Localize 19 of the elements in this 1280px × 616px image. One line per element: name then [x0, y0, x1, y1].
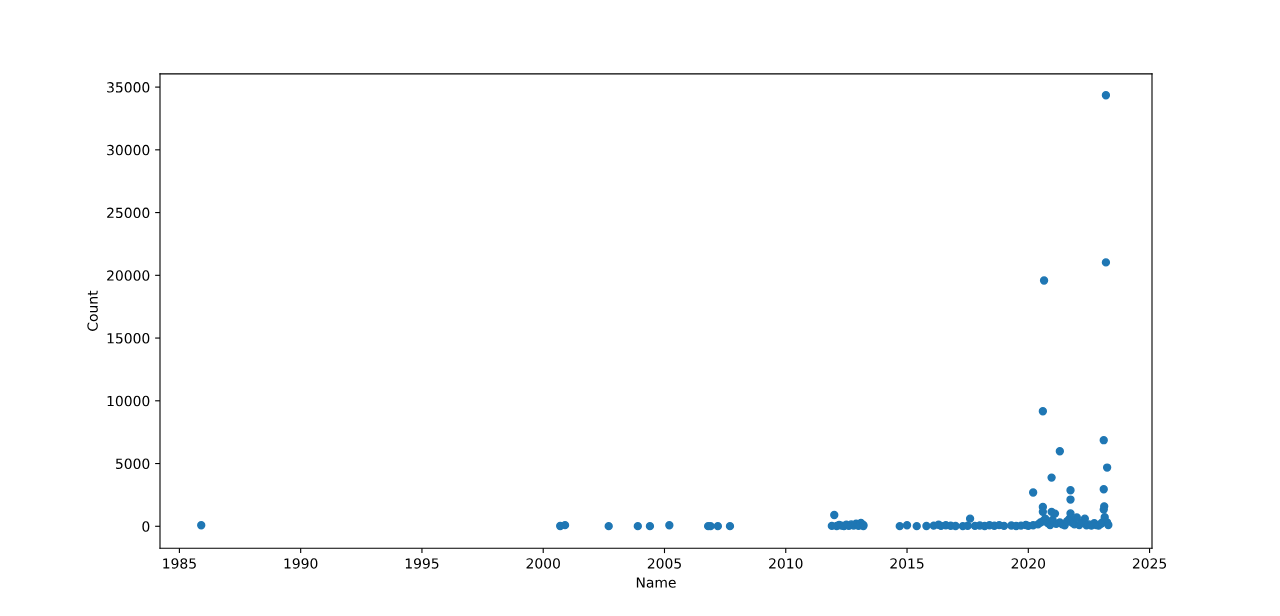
- x-tick-label: 2005: [647, 558, 681, 569]
- y-axis-title: Count: [87, 290, 98, 331]
- y-tick-label: 15000: [107, 333, 150, 344]
- x-tick-label: 2025: [1132, 558, 1167, 569]
- y-tick-label: 5000: [116, 458, 150, 470]
- x-axis-title: Name: [636, 577, 676, 588]
- y-tick-label: 20000: [107, 270, 150, 281]
- y-tick-label: 10000: [107, 395, 150, 407]
- y-tick-label: 35000: [107, 82, 150, 93]
- y-tick-label: 25000: [107, 207, 150, 219]
- x-tick-label: 1995: [405, 558, 439, 569]
- x-tick-label: 2010: [769, 558, 803, 569]
- x-tick-label: 2015: [890, 558, 924, 569]
- y-tick-label: 0: [142, 521, 150, 532]
- x-tick-label: 2020: [1011, 558, 1046, 569]
- x-tick-label: 1990: [284, 558, 318, 569]
- x-tick-label: 1985: [163, 558, 196, 569]
- y-tick-label: 30000: [107, 144, 150, 156]
- x-tick-label: 2000: [526, 558, 560, 569]
